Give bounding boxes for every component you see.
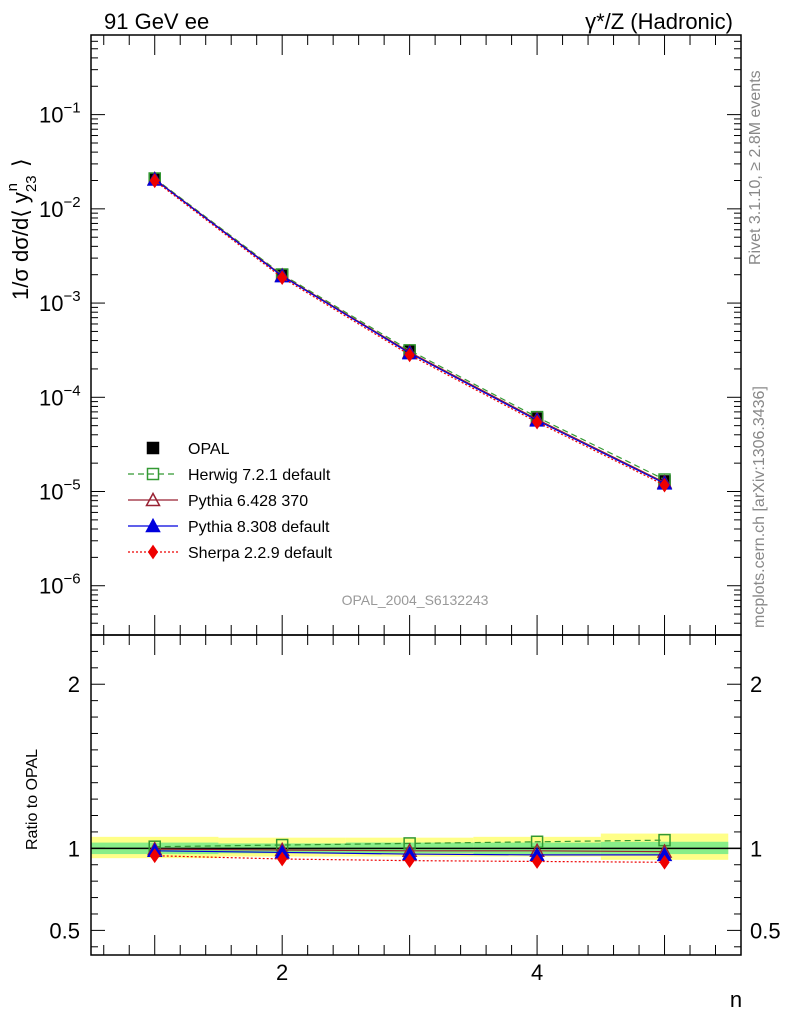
main-y-tick-label-6: 10−1 (39, 100, 81, 128)
ratio-series-4-point-3 (404, 853, 415, 869)
main-y-tick-label-2-base: 10 (39, 480, 63, 505)
main-y-tick-label-1-base: 10 (39, 574, 63, 599)
ratio-series-4-point-4 (531, 854, 543, 869)
main-series-5-point-4 (531, 414, 543, 430)
legend-marker-2 (146, 467, 160, 481)
legend-marker-4 (145, 517, 161, 533)
ratio-series-4-point-5 (659, 854, 670, 870)
analysis-tag: OPAL_2004_S6132243 (342, 592, 489, 608)
ratio-y-tick-label-right-1: 0.5 (750, 918, 781, 943)
main-y-tick-label-3-base: 10 (39, 385, 63, 410)
mcplots-label: mcplots.cern.ch [arXiv:1306.3436] (751, 386, 768, 628)
header-right-text: */Z (Hadronic) (596, 9, 733, 34)
main-series-line-4 (154, 178, 665, 484)
header-right-gamma: γ (585, 9, 596, 34)
main-y-tick-label-3-exponent: −4 (63, 382, 80, 399)
ratio-y-tick-label-left-2: 1 (68, 836, 80, 861)
legend-label-3: Pythia 6.428 370 (188, 493, 308, 510)
main-y-axis-title-text: 1/σ dσ/d⟨ y23n ⟩ (4, 158, 40, 300)
main-series-line-2 (154, 178, 665, 481)
legend: OPAL Herwig 7.2.1 default Pythia 6.428 370… (128, 441, 333, 562)
x-tick-label-2: 4 (531, 960, 543, 985)
header-right-label: γ*/Z (Hadronic) (585, 9, 733, 34)
main-series-5-point-2 (277, 270, 288, 286)
ratio-plot-frame (90, 634, 742, 956)
main-panel: 10−610−510−410−310−210−1 (39, 34, 742, 636)
main-y-tick-label-6-base: 10 (39, 103, 63, 128)
main-y-tick-label-2-exponent: −5 (63, 477, 80, 494)
main-series-5-point-5 (659, 477, 670, 493)
main-series-5-point-3 (404, 347, 415, 363)
legend-marker-1 (146, 441, 160, 455)
ratio-y-tick-label-left-3: 2 (68, 672, 80, 697)
main-series-line-5 (154, 180, 665, 486)
legend-label-2: Herwig 7.2.1 default (188, 467, 331, 484)
main-y-tick-label-5: 10−2 (39, 194, 81, 222)
main-y-tick-label-1-exponent: −6 (63, 571, 80, 588)
ratio-series-4-point-1 (149, 848, 160, 864)
x-axis-title: n (730, 987, 742, 1012)
main-y-tick-label-5-exponent: −2 (63, 194, 80, 211)
main-series-5-point-1 (149, 173, 160, 189)
main-y-tick-label-4-base: 10 (39, 291, 63, 316)
legend-label-4: Pythia 8.308 default (188, 519, 330, 536)
main-y-tick-label-3: 10−4 (39, 382, 81, 410)
main-y-tick-label-2: 10−5 (39, 477, 81, 505)
ratio-y-tick-label-left-1: 0.5 (49, 918, 80, 943)
rivet-version-label: Rivet 3.1.10, ≥ 2.8M events (747, 70, 764, 265)
ratio-series-line-4 (154, 855, 665, 863)
main-y-tick-label-6-exponent: −1 (63, 100, 80, 117)
header-left-label: 91 GeV ee (104, 9, 209, 34)
ratio-y-axis-title: Ratio to OPAL (24, 749, 41, 850)
main-series-line-3 (154, 178, 665, 483)
main-y-tick-label-4-exponent: −3 (63, 288, 80, 305)
ratio-series-4-point-2 (277, 851, 288, 867)
ratio-panel: 2 4 0.5 0.5 1 1 2 2 (49, 634, 781, 985)
legend-label-1: OPAL (188, 441, 230, 458)
x-tick-label-1: 2 (276, 960, 288, 985)
main-y-tick-label-4: 10−3 (39, 288, 81, 316)
ratio-y-tick-label-right-3: 2 (750, 672, 762, 697)
main-y-tick-label-1: 10−6 (39, 571, 81, 599)
ratio-y-tick-label-right-2: 1 (750, 836, 762, 861)
main-y-axis-title: 1/σ dσ/d⟨ y23n ⟩ (4, 158, 40, 300)
legend-label-5: Sherpa 2.2.9 default (188, 545, 333, 562)
main-y-tick-label-5-base: 10 (39, 197, 63, 222)
legend-marker-5 (147, 544, 159, 560)
legend-marker-3 (145, 491, 161, 507)
